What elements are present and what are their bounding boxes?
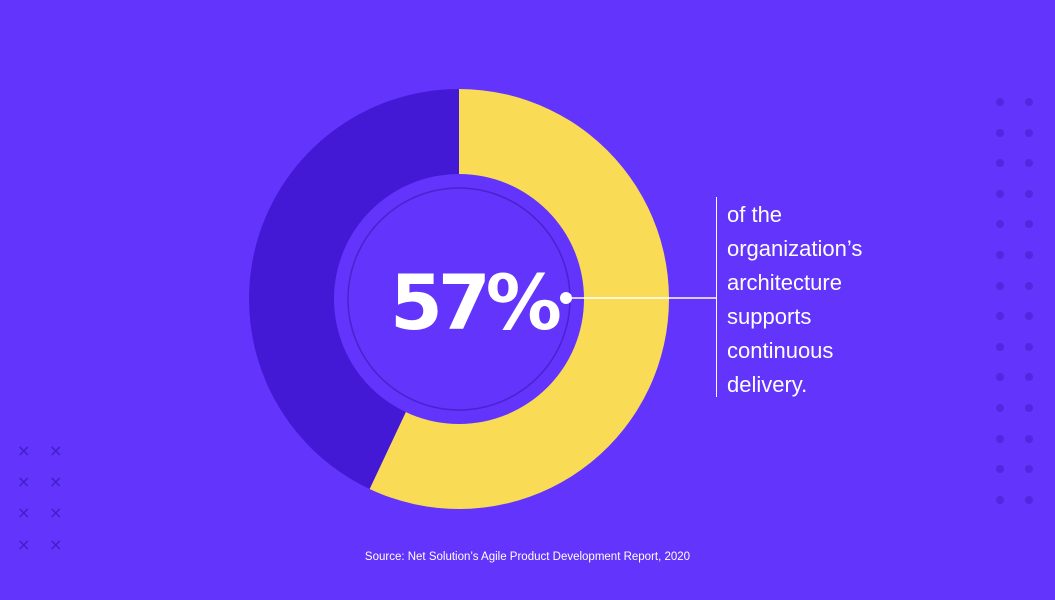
dot-icon: [996, 373, 1004, 382]
caption-line: architecture: [727, 270, 842, 295]
dot-icon: [996, 404, 1004, 412]
caption-line: continuous: [727, 338, 834, 363]
dot-icon: [1025, 465, 1033, 474]
dot-icon: [996, 434, 1004, 443]
cross-icon: ×: [49, 472, 63, 491]
dot-icon: [996, 220, 1004, 229]
dot-icon: [1025, 189, 1033, 198]
dot-icon: [1025, 281, 1033, 290]
dot-icon: [1025, 434, 1033, 443]
dot-icon: [996, 342, 1004, 351]
caption-line: of the: [727, 202, 783, 227]
dot-icon: [996, 495, 1004, 504]
dot-icon: [1025, 128, 1033, 137]
cross-icon: ×: [49, 441, 63, 460]
caption-line: organization’s: [727, 236, 863, 261]
caption: of the organization’s architecture suppo…: [716, 197, 947, 397]
dot-icon: [996, 128, 1004, 137]
cross-icon: ×: [17, 472, 31, 491]
dot-icon: [996, 281, 1004, 290]
cross-icon: ×: [17, 441, 31, 460]
center-value-label: 57%: [390, 258, 562, 347]
dot-icon: [996, 312, 1004, 321]
dot-icon: [1025, 98, 1033, 106]
leader-dot: [560, 292, 572, 304]
dot-icon: [1025, 404, 1033, 412]
dot-icon: [996, 98, 1004, 106]
caption-line: delivery.: [727, 372, 808, 397]
dot-icon: [996, 251, 1004, 259]
donut-hole: [334, 174, 584, 424]
cross-icon: ×: [17, 503, 31, 522]
dot-icon: [996, 159, 1004, 168]
dot-icon: [1025, 220, 1033, 229]
cross-icon: ×: [17, 535, 31, 554]
dot-icon: [1025, 312, 1033, 321]
dot-icon: [996, 189, 1004, 198]
dot-icon: [1025, 251, 1033, 259]
cross-icon: ×: [49, 535, 63, 554]
cross-icon: ×: [49, 503, 63, 522]
dot-icon: [996, 465, 1004, 474]
dot-icon: [1025, 159, 1033, 168]
caption-line: supports: [727, 304, 812, 329]
source-note: Source: Net Solution’s Agile Product Dev…: [364, 551, 691, 563]
dot-icon: [1025, 373, 1033, 382]
dot-icon: [1025, 495, 1033, 504]
dot-icon: [1025, 342, 1033, 351]
